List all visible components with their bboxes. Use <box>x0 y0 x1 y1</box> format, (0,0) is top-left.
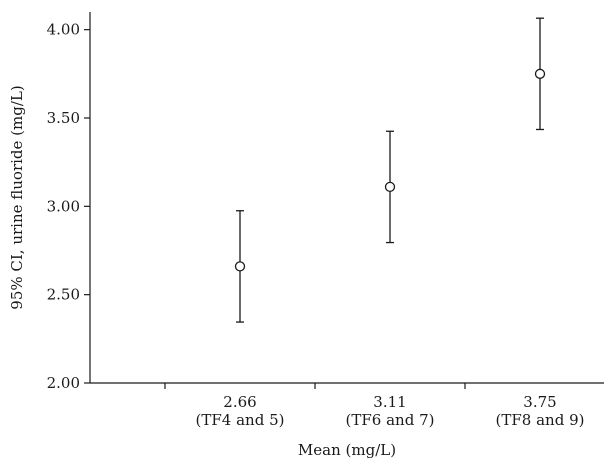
y-tick-label: 4.00 <box>47 21 80 39</box>
y-tick-label: 3.00 <box>47 197 80 215</box>
x-tick-label-group: (TF6 and 7) <box>346 411 435 429</box>
series <box>234 17 546 323</box>
y-tick-label: 3.50 <box>47 109 80 127</box>
x-tick-label-value: 3.75 <box>523 393 556 411</box>
y-tick-label: 2.50 <box>47 286 80 304</box>
ci-point-group <box>534 17 546 131</box>
mean-marker <box>534 68 546 79</box>
y-axis: 2.00 2.50 3.00 3.50 4.00 <box>47 21 90 392</box>
ci-point-group <box>234 210 246 323</box>
ci-point-group <box>384 130 396 244</box>
x-axis: 2.66(TF4 and 5) 3.11(TF6 and 7) 3.75(TF8 a… <box>164 383 585 429</box>
mean-marker <box>234 261 246 272</box>
mean-marker <box>384 181 396 193</box>
x-tick-label-group: (TF8 and 9) <box>496 411 585 429</box>
x-tick-label-value: 3.11 <box>373 393 406 411</box>
y-axis-label: 95% CI, urine fluoride (mg/L) <box>8 85 26 309</box>
x-axis-label: Mean (mg/L) <box>298 441 396 459</box>
x-tick-label-group: (TF4 and 5) <box>196 411 285 429</box>
plot-frame <box>89 12 604 384</box>
y-tick-label: 2.00 <box>47 374 80 392</box>
x-tick-label-value: 2.66 <box>223 393 256 411</box>
